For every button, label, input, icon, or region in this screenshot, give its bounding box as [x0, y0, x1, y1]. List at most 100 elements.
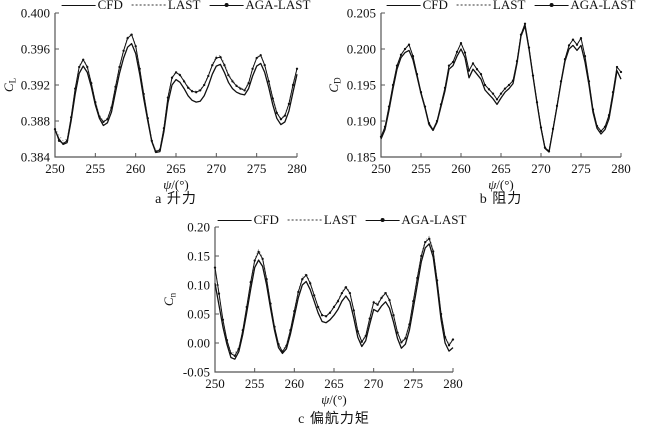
series-last	[54, 33, 298, 152]
marker-dot-icon	[297, 290, 300, 294]
x-tick-label: 265	[166, 161, 186, 176]
legend-label: CFD	[97, 0, 123, 12]
y-tick-label: 0.195	[347, 78, 376, 93]
marker-dot-icon	[233, 354, 236, 357]
marker-dot-icon	[431, 128, 435, 131]
cfd-line-sample	[217, 219, 252, 221]
marker-dot-icon	[98, 115, 101, 118]
legend-label: AGA-LAST	[245, 0, 311, 12]
marker-dot-icon	[479, 73, 483, 76]
marker-dot-icon	[603, 125, 607, 128]
marker-dot-icon	[178, 73, 182, 77]
y-tick-label: 0.396	[21, 42, 51, 57]
marker-dot-icon	[174, 71, 178, 74]
marker-dot-icon	[130, 33, 133, 36]
marker-dot-icon	[491, 92, 495, 95]
marker-dot-icon	[424, 240, 427, 244]
y-tick-label: 0.200	[347, 42, 376, 57]
marker-dot-icon	[579, 37, 583, 40]
marker-dot-icon	[348, 291, 352, 295]
marker-dot-icon	[455, 50, 459, 54]
legend-label: AGA-LAST	[570, 0, 636, 12]
caption-drag: b 阻力	[479, 192, 523, 207]
marker-dot-icon	[451, 338, 455, 341]
marker-dot-icon	[279, 118, 283, 121]
marker-dot-icon	[379, 135, 383, 138]
marker-dot-icon	[471, 62, 475, 65]
marker-dot-icon	[102, 120, 105, 124]
marker-dot-icon	[247, 82, 250, 85]
marker-dot-icon	[439, 103, 443, 106]
x-tick-label: 275	[404, 376, 424, 391]
y-axis-label: CL	[1, 78, 18, 92]
marker-dot-icon	[261, 257, 264, 261]
x-tick-label: 280	[287, 161, 307, 176]
series-cfd	[380, 25, 622, 153]
marker-dot-icon	[459, 42, 463, 45]
marker-dot-icon	[388, 298, 391, 302]
marker-dot-icon	[399, 53, 403, 56]
plot-yaw-moment: 250 255 260 265 270 275 280 -0.05 0.00 0.05 0.10 0.…	[161, 220, 463, 408]
marker-dot-icon	[243, 89, 246, 92]
marker-dot-icon	[487, 88, 491, 91]
y-tick-label: 0.20	[187, 220, 210, 235]
marker-dot-icon	[65, 139, 69, 142]
marker-dot-icon	[583, 55, 587, 58]
marker-dot-icon	[503, 87, 507, 90]
marker-dot-icon	[531, 74, 535, 77]
x-tick-label: 255	[411, 161, 431, 176]
series-cfd	[214, 243, 454, 360]
marker-dot-icon	[170, 76, 174, 79]
marker-dot-icon	[391, 83, 395, 87]
x-tick-label: 280	[443, 376, 463, 391]
last-line-sample	[287, 219, 322, 221]
marker-dot-icon	[269, 302, 272, 305]
marker-dot-icon	[231, 80, 234, 83]
marker-dot-icon	[251, 67, 254, 70]
marker-dot-icon	[215, 56, 218, 60]
y-tick-label: 0.205	[347, 6, 376, 21]
marker-dot-icon	[463, 51, 467, 54]
marker-dot-icon	[447, 64, 451, 67]
marker-dot-icon	[559, 80, 563, 83]
marker-dot-icon	[427, 122, 431, 125]
x-tick-label: 270	[364, 376, 384, 391]
marker-dot-icon	[301, 278, 304, 281]
axis-lines	[380, 13, 621, 158]
marker-dot-icon	[316, 305, 320, 309]
marker-dot-icon	[146, 117, 149, 120]
y-tick-label: 0.384	[21, 150, 51, 165]
legend-drag: CFD LAST AGA-LAST	[386, 0, 636, 12]
marker-dot-icon	[575, 43, 579, 46]
marker-dot-icon	[467, 69, 471, 72]
marker-dot-icon	[380, 217, 385, 222]
marker-dot-icon	[547, 150, 551, 153]
x-tick-label: 250	[45, 161, 65, 176]
marker-dot-icon	[90, 82, 93, 85]
marker-dot-icon	[289, 329, 292, 332]
x-tick-label: 250	[205, 376, 225, 391]
marker-dot-icon	[263, 64, 266, 67]
legend-item-cfd: CFD	[61, 0, 123, 12]
marker-dot-icon	[419, 91, 423, 94]
marker-dot-icon	[227, 73, 230, 77]
y-tick-label: 0.388	[21, 114, 50, 129]
x-tick-label: 270	[531, 161, 551, 176]
marker-dot-icon	[443, 86, 447, 90]
marker-dot-icon	[420, 254, 423, 258]
marker-dot-icon	[428, 237, 431, 240]
series-cfd	[54, 42, 298, 154]
plot-lift: 250 255 260 265 270 275 280 0.384 0.388 0.392 0.39…	[1, 6, 307, 193]
marker-dot-icon	[265, 278, 268, 281]
marker-dot-icon	[118, 65, 121, 69]
marker-dot-icon	[407, 43, 411, 46]
series-aga-last	[214, 238, 454, 357]
marker-dot-icon	[539, 126, 543, 129]
marker-dot-icon	[211, 64, 214, 67]
x-axis-label: ψ/(°)	[488, 177, 514, 192]
marker-dot-icon	[291, 83, 295, 87]
marker-dot-icon	[126, 37, 129, 40]
marker-dot-icon	[352, 309, 355, 312]
marker-dot-icon	[253, 259, 256, 262]
marker-dot-icon	[555, 104, 559, 108]
